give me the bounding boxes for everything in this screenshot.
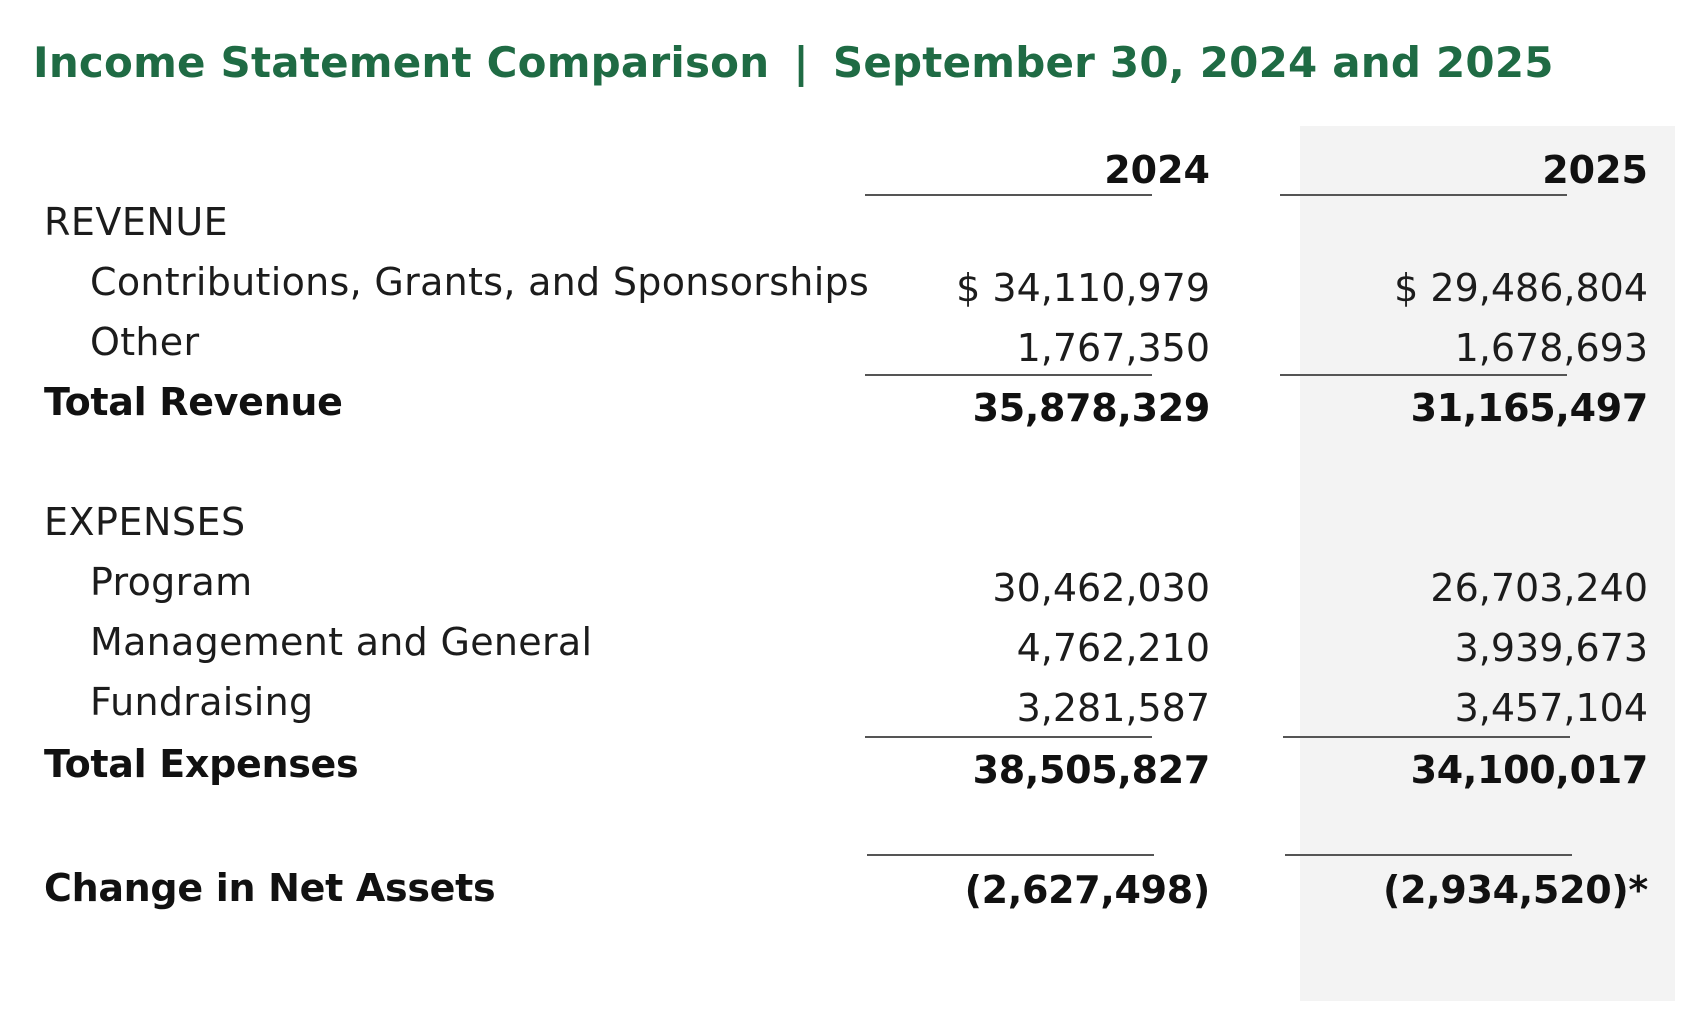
net-change-2025: (2,934,520)* xyxy=(1383,868,1648,912)
total-revenue-2025: 31,165,497 xyxy=(1410,386,1649,430)
header-rule-2025 xyxy=(1280,194,1567,196)
expenses-row-label: Program xyxy=(90,560,253,604)
revenue-row-value-2024: 1,767,350 xyxy=(1016,326,1210,370)
title-date: September 30, 2024 and 2025 xyxy=(832,37,1554,87)
expenses-row-value-2025: 3,939,673 xyxy=(1454,626,1648,670)
revenue-heading: REVENUE xyxy=(44,200,229,244)
header-rule-2024 xyxy=(865,194,1152,196)
expenses-heading: EXPENSES xyxy=(44,500,246,544)
net-change-rule-2025 xyxy=(1285,854,1572,856)
expenses-row-value-2025: 26,703,240 xyxy=(1430,566,1648,610)
total-expenses-label: Total Expenses xyxy=(44,742,359,786)
revenue-row-label: Contributions, Grants, and Sponsorships xyxy=(90,260,870,304)
net-change-rule-2024 xyxy=(867,854,1154,856)
expenses-row-label: Fundraising xyxy=(90,680,314,724)
expenses-row-value-2024: 3,281,587 xyxy=(1016,686,1210,730)
title-main: Income Statement Comparison xyxy=(33,37,770,87)
column-header-2025: 2025 xyxy=(1542,148,1648,192)
page-title: Income Statement Comparison | September … xyxy=(33,34,1554,90)
revenue-row-value-2024: $ 34,110,979 xyxy=(956,266,1210,310)
subtotal-rule-2024 xyxy=(865,374,1152,376)
column-header-2024: 2024 xyxy=(1104,148,1210,192)
total-revenue-label: Total Revenue xyxy=(44,380,343,424)
revenue-row-label: Other xyxy=(90,320,200,364)
expenses-row-label: Management and General xyxy=(90,620,593,664)
total-expenses-2024: 38,505,827 xyxy=(972,748,1211,792)
net-change-2024: (2,627,498) xyxy=(964,868,1211,912)
subtotal-rule-2024 xyxy=(865,736,1152,738)
total-revenue-2024: 35,878,329 xyxy=(972,386,1211,430)
subtotal-rule-2025 xyxy=(1280,374,1567,376)
expenses-row-value-2024: 4,762,210 xyxy=(1016,626,1210,670)
expenses-row-value-2025: 3,457,104 xyxy=(1454,686,1648,730)
net-change-label: Change in Net Assets xyxy=(44,866,496,910)
revenue-row-value-2025: 1,678,693 xyxy=(1454,326,1648,370)
revenue-row-value-2025: $ 29,486,804 xyxy=(1394,266,1648,310)
title-separator: | xyxy=(793,37,809,87)
expenses-row-value-2024: 30,462,030 xyxy=(992,566,1210,610)
subtotal-rule-2025 xyxy=(1283,736,1570,738)
total-expenses-2025: 34,100,017 xyxy=(1410,748,1649,792)
